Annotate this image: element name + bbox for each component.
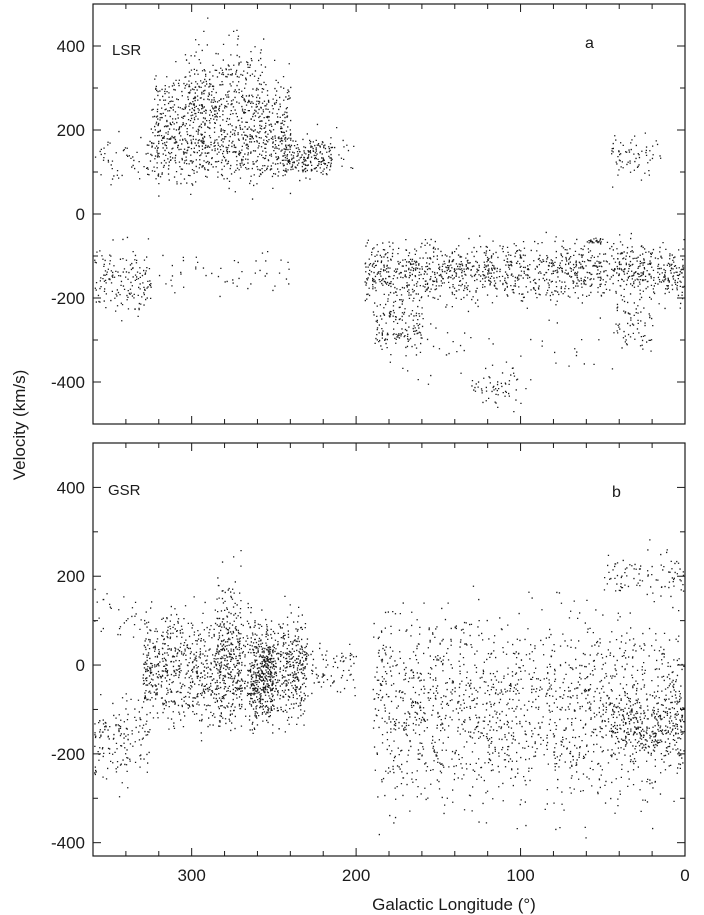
panel-gsr-ytick-label: -400 — [51, 834, 85, 853]
panel-gsr-frame — [92, 442, 686, 857]
panel-gsr-xtick-label: 100 — [506, 866, 534, 885]
panel-gsr-points — [94, 539, 686, 839]
panel-gsr-xtick-label: 200 — [342, 866, 370, 885]
panel-gsr-ytick-label: -200 — [51, 745, 85, 764]
panel-lsr-ytick-label: 200 — [57, 121, 85, 140]
y-axis-title: Velocity (km/s) — [10, 370, 29, 481]
panel-gsr-letter: b — [612, 484, 621, 501]
panel-gsr-ytick-label: 0 — [76, 656, 85, 675]
panel-lsr-letter: a — [585, 35, 594, 52]
panel-gsr: 400 200 0 -200 -400 300 200 100 0 GSR b — [51, 442, 690, 885]
panel-lsr-ytick-label: 0 — [76, 205, 85, 224]
panel-lsr: 400 200 0 -200 -400 LSR a — [51, 3, 686, 425]
panel-gsr-xtick-label: 0 — [680, 866, 689, 885]
panel-gsr-scatter-points — [94, 539, 686, 839]
panel-gsr-ytick-label: 200 — [57, 567, 85, 586]
panel-gsr-ytick-label: 400 — [57, 478, 85, 497]
panel-gsr-ticks: 400 200 0 -200 -400 300 200 100 0 — [51, 442, 690, 885]
x-axis-title: Galactic Longitude (°) — [372, 895, 536, 914]
panel-gsr-xtick-label: 300 — [177, 866, 205, 885]
panel-lsr-ytick-label: -200 — [51, 289, 85, 308]
panel-lsr-scatter-points — [94, 17, 685, 413]
panel-lsr-points — [94, 17, 685, 413]
panel-lsr-frame — [92, 3, 686, 425]
panel-lsr-ytick-label: 400 — [57, 37, 85, 56]
panel-lsr-frame-label: LSR — [112, 42, 141, 59]
panel-lsr-ticks: 400 200 0 -200 -400 — [51, 3, 686, 425]
panel-gsr-frame-label: GSR — [108, 482, 141, 499]
panel-lsr-ytick-label: -400 — [51, 373, 85, 392]
